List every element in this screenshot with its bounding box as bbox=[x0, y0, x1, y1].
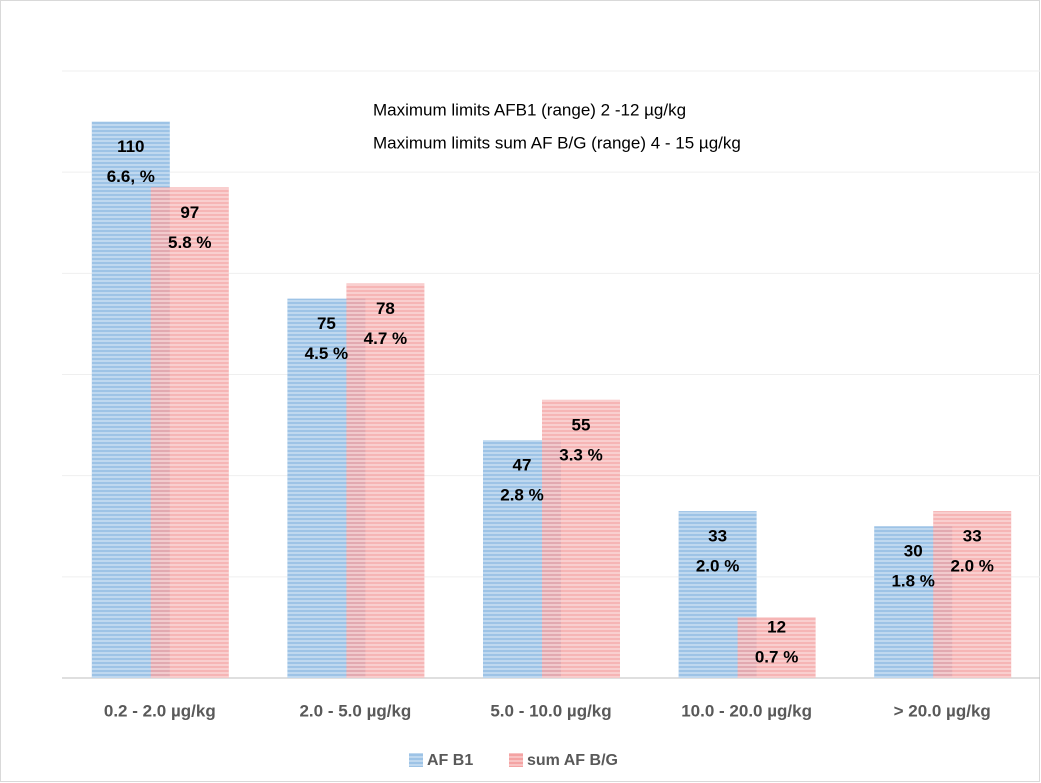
data-label: 33 bbox=[963, 527, 982, 546]
data-label: 75 bbox=[317, 314, 336, 333]
annotation: Maximum limits sum AF B/G (range) 4 - 15… bbox=[373, 133, 741, 152]
data-label: 78 bbox=[376, 299, 395, 318]
data-label: 55 bbox=[572, 415, 591, 434]
x-tick-label: > 20.0 µg/kg bbox=[894, 701, 991, 720]
data-label: 33 bbox=[708, 527, 727, 546]
legend-label: AF B1 bbox=[427, 752, 473, 769]
data-label-percent: 4.7 % bbox=[364, 329, 407, 348]
legend-hatch bbox=[409, 753, 423, 767]
data-label: 97 bbox=[180, 203, 199, 222]
data-label: 47 bbox=[513, 456, 532, 475]
data-label: 12 bbox=[767, 617, 786, 636]
bar-hatch bbox=[346, 283, 425, 678]
bar-hatch bbox=[737, 617, 816, 678]
data-label: 110 bbox=[117, 137, 144, 156]
legend-hatch bbox=[509, 753, 523, 767]
annotation: Maximum limits AFB1 (range) 2 -12 µg/kg bbox=[373, 100, 686, 119]
data-label-percent: 6.6, % bbox=[107, 167, 155, 186]
bar-hatch bbox=[150, 187, 229, 678]
data-label-percent: 2.0 % bbox=[950, 557, 993, 576]
data-label-percent: 2.0 % bbox=[696, 557, 739, 576]
data-label-percent: 3.3 % bbox=[559, 445, 602, 464]
data-label-percent: 0.7 % bbox=[755, 647, 798, 666]
x-tick-label: 5.0 - 10.0 µg/kg bbox=[490, 701, 611, 720]
data-label-percent: 5.8 % bbox=[168, 233, 211, 252]
bar-hatch bbox=[542, 399, 620, 678]
x-tick-label: 10.0 - 20.0 µg/kg bbox=[681, 701, 812, 720]
data-label-percent: 4.5 % bbox=[305, 344, 348, 363]
data-label: 30 bbox=[904, 542, 923, 561]
data-label-percent: 1.8 % bbox=[891, 572, 934, 591]
x-tick-label: 0.2 - 2.0 µg/kg bbox=[104, 701, 216, 720]
data-label-percent: 2.8 % bbox=[500, 486, 543, 505]
bar-hatch bbox=[933, 511, 1012, 678]
legend-label: sum AF B/G bbox=[527, 752, 618, 769]
x-tick-label: 2.0 - 5.0 µg/kg bbox=[299, 701, 411, 720]
